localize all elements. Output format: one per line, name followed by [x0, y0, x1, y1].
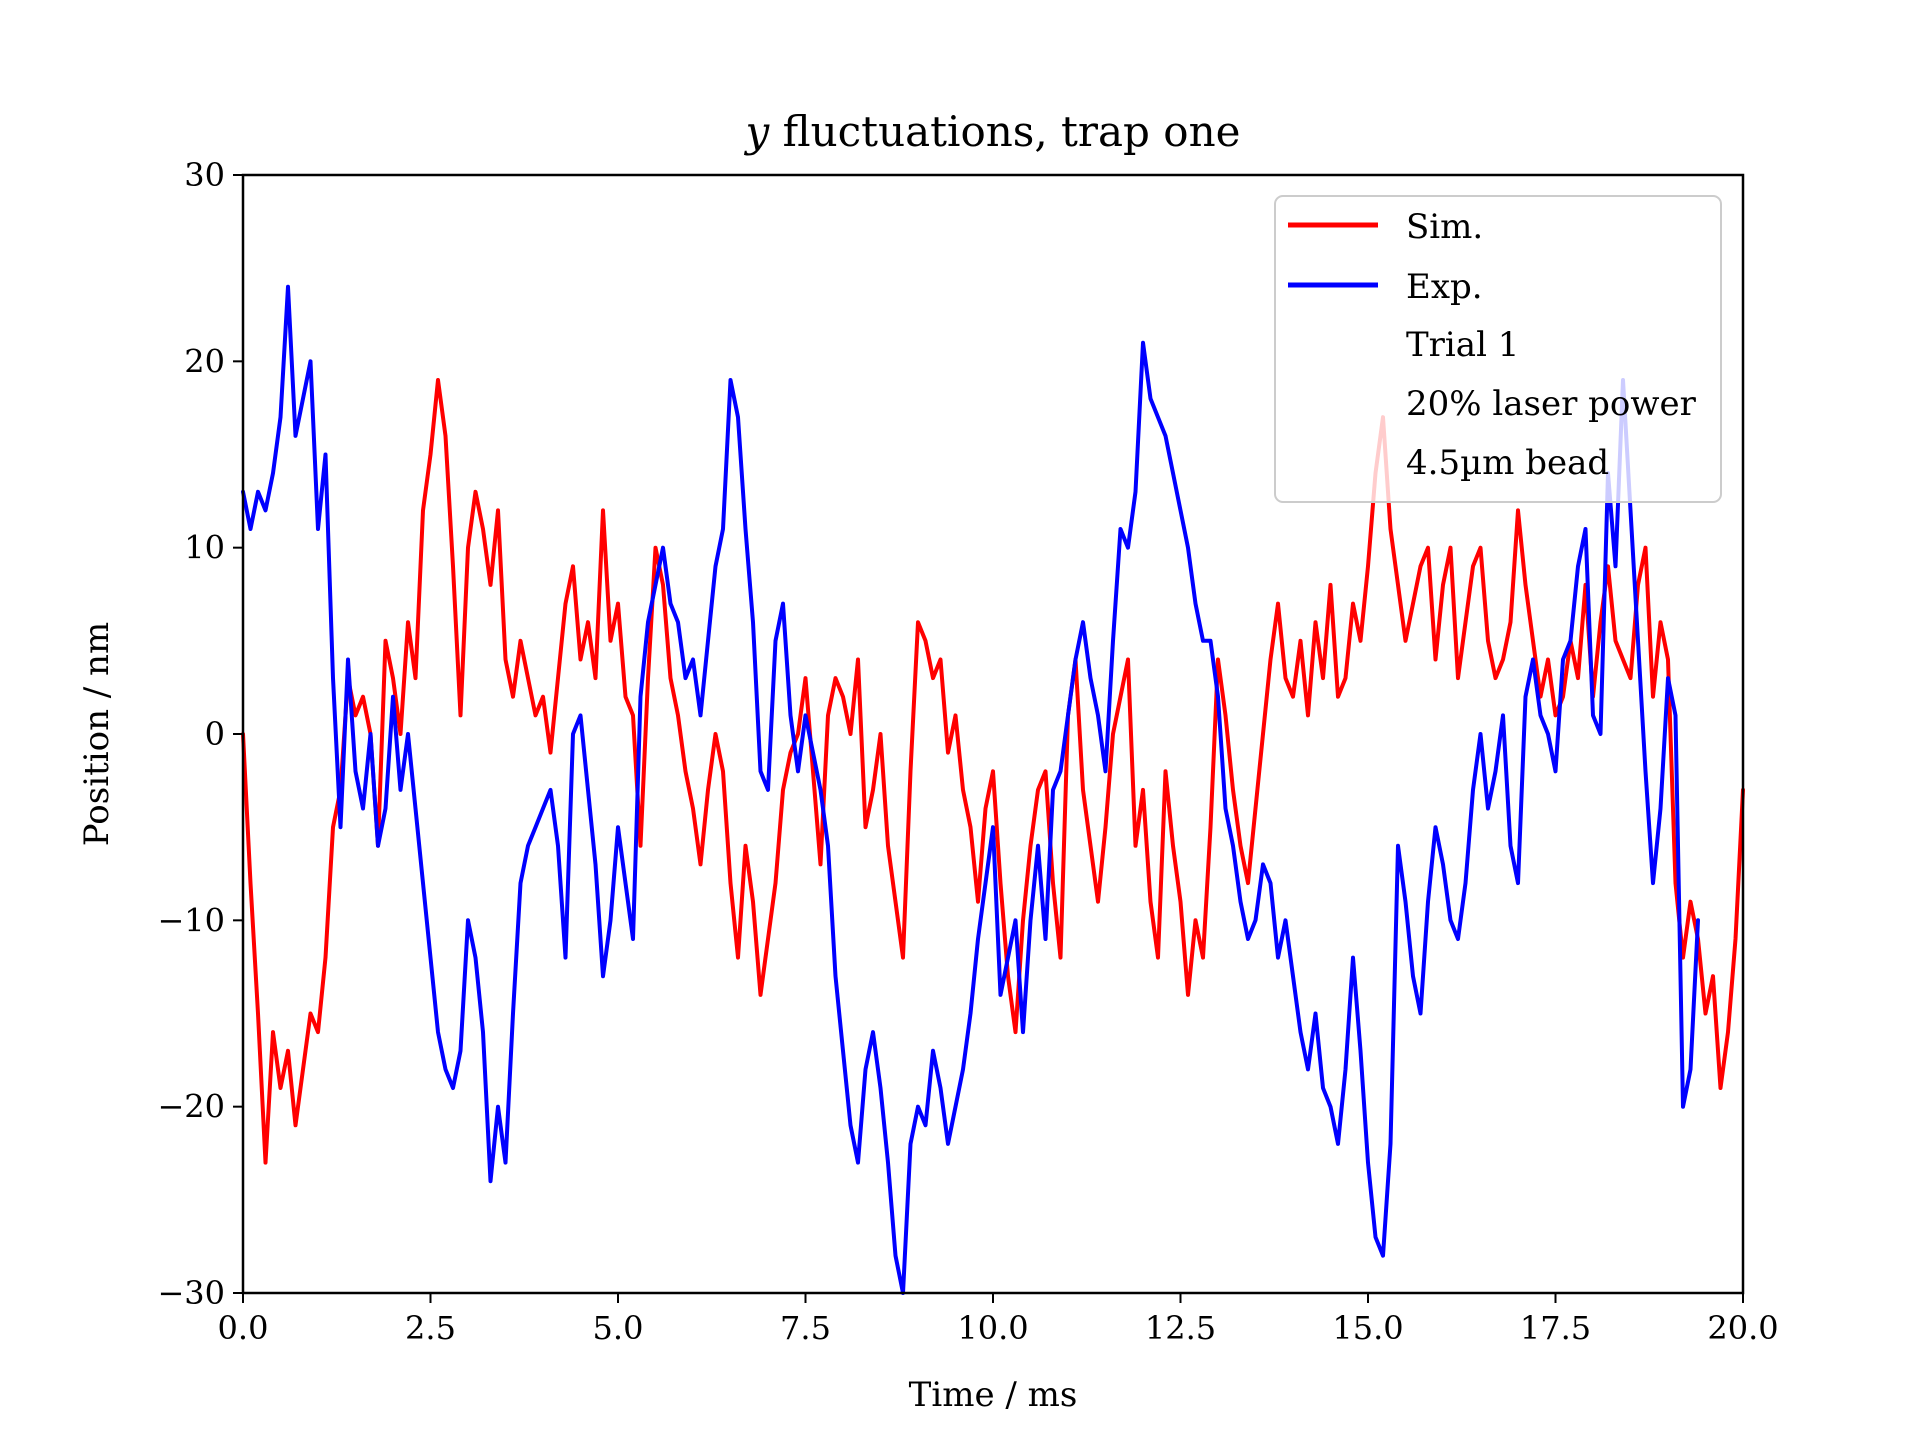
x-tick-label: 5.0 — [593, 1309, 644, 1347]
chart-title: y fluctuations, trap one — [744, 107, 1241, 156]
legend-label-exp: Exp. — [1406, 267, 1483, 307]
legend: Sim. Exp. Trial 1 20% laser power 4.5µm … — [1274, 195, 1722, 503]
x-tick-label: 7.5 — [780, 1309, 831, 1347]
x-tick-label: 17.5 — [1520, 1309, 1591, 1347]
x-tick-label: 0.0 — [218, 1309, 269, 1347]
legend-label-trial: Trial 1 — [1406, 325, 1519, 365]
legend-label-bead: 4.5µm bead — [1406, 443, 1609, 483]
series-line-sim — [241, 378, 1745, 1165]
legend-label-laser-power: 20% laser power — [1406, 384, 1697, 424]
chart-title-text: fluctuations, trap one — [769, 107, 1240, 156]
x-axis-label: Time / ms — [909, 1375, 1078, 1415]
legend-label-sim: Sim. — [1406, 207, 1483, 247]
x-tick-label: 10.0 — [957, 1309, 1028, 1347]
series-line-exp — [241, 284, 1700, 1295]
series-layer — [241, 284, 1745, 1295]
y-axis: −30 −20 −10 0 10 20 30 — [157, 156, 243, 1312]
chart-title-variable: y — [744, 107, 771, 156]
x-tick-label: 2.5 — [405, 1309, 456, 1347]
x-axis: 0.0 2.5 5.0 7.5 10.0 12.5 15.0 17.5 20.0 — [218, 1293, 1779, 1347]
y-tick-label: −20 — [157, 1088, 225, 1126]
legend-box — [1274, 195, 1722, 503]
x-tick-label: 15.0 — [1332, 1309, 1403, 1347]
y-tick-label: 30 — [184, 156, 225, 194]
x-tick-label: 20.0 — [1707, 1309, 1778, 1347]
y-tick-label: 20 — [184, 342, 225, 380]
x-tick-label: 12.5 — [1145, 1309, 1216, 1347]
y-tick-label: −30 — [157, 1274, 225, 1312]
y-tick-label: −10 — [157, 901, 225, 939]
y-tick-label: 0 — [205, 715, 225, 753]
y-axis-label: Position / nm — [77, 622, 117, 846]
y-tick-label: 10 — [184, 529, 225, 567]
